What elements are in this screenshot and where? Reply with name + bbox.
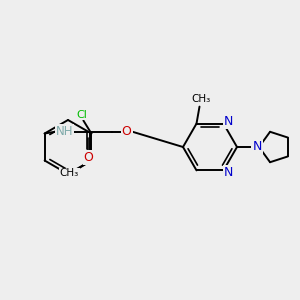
Text: O: O <box>84 151 94 164</box>
Text: CH₃: CH₃ <box>60 169 79 178</box>
Text: CH₃: CH₃ <box>191 94 210 103</box>
Text: Cl: Cl <box>76 110 87 119</box>
Text: O: O <box>122 125 132 138</box>
Text: N: N <box>252 140 262 154</box>
Text: N: N <box>224 166 233 179</box>
Text: NH: NH <box>56 125 74 138</box>
Text: N: N <box>224 115 233 128</box>
